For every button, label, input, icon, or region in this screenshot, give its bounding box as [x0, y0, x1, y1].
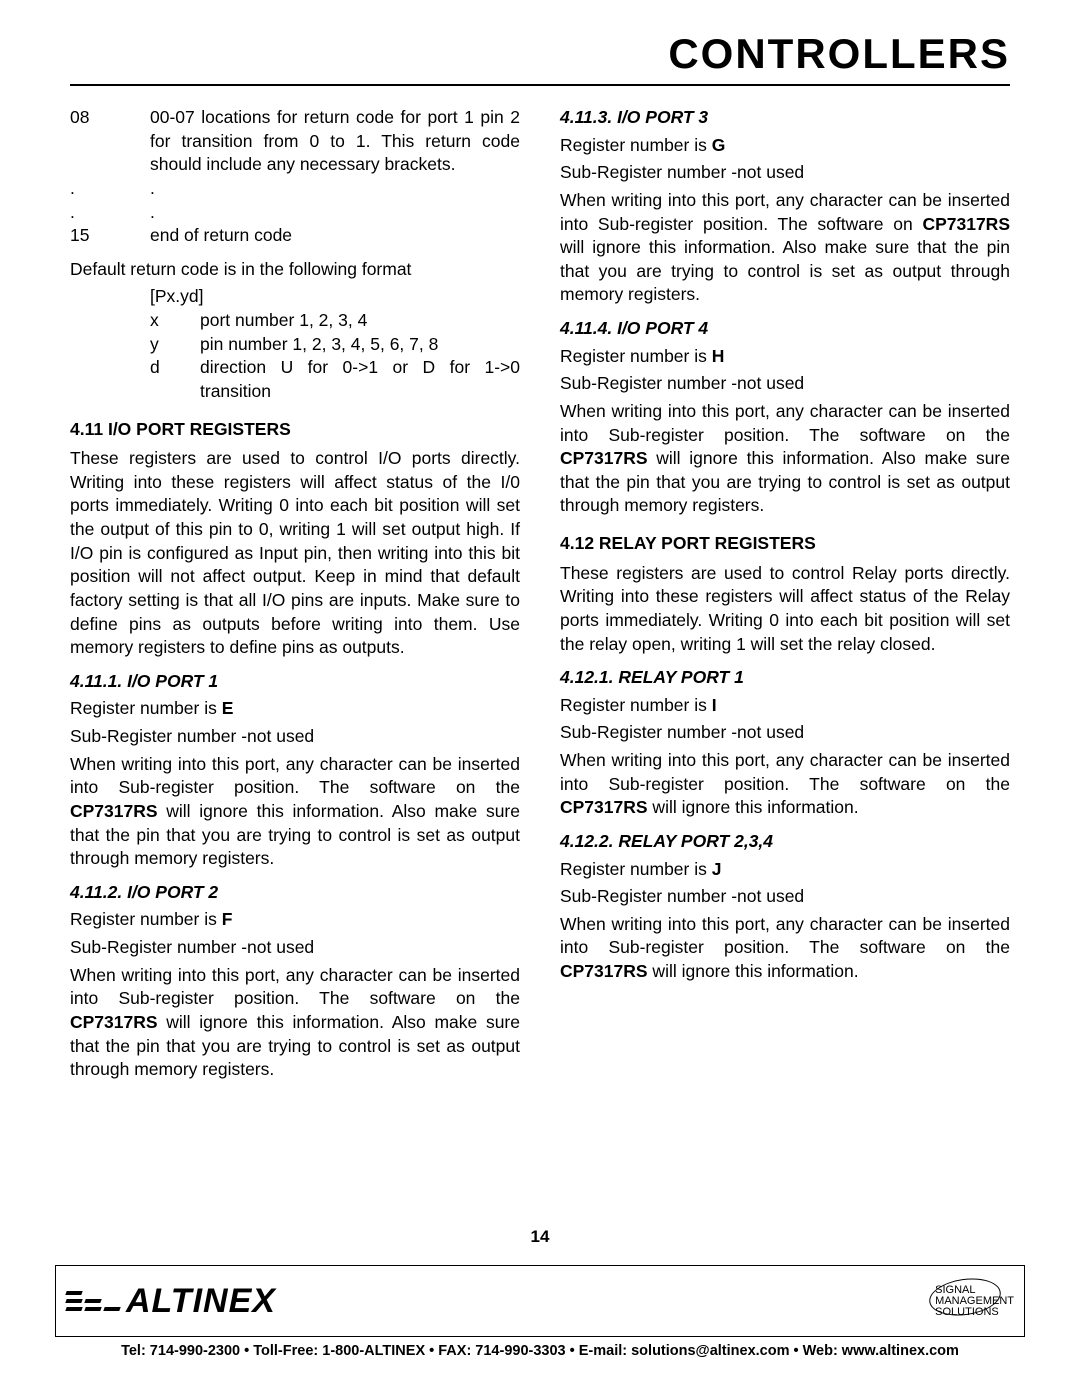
p4113c-bold: CP7317RS	[922, 214, 1010, 234]
p4122c-post: will ignore this information.	[648, 961, 859, 981]
p4113a-text: Register number is	[560, 135, 712, 155]
code-15-num: 15	[70, 224, 150, 248]
p4122c-bold: CP7317RS	[560, 961, 648, 981]
code-row-15: 15 end of return code	[70, 224, 520, 248]
fmt-y-txt: pin number 1, 2, 3, 4, 5, 6, 7, 8	[200, 333, 520, 357]
p4121c-pre: When writing into this port, any charact…	[560, 750, 1010, 794]
logo-bars-icon	[66, 1291, 126, 1311]
heading-4-12-2: 4.12.2. RELAY PORT 2,3,4	[560, 830, 1010, 854]
p4112a-bold: F	[222, 909, 233, 929]
left-column: 08 00-07 locations for return code for p…	[70, 106, 520, 1086]
p4112-reg: Register number is F	[70, 908, 520, 932]
p4122-reg: Register number is J	[560, 858, 1010, 882]
fmt-y: y pin number 1, 2, 3, 4, 5, 6, 7, 8	[70, 333, 520, 357]
p4114-body: When writing into this port, any charact…	[560, 400, 1010, 518]
altinex-logo: ALTINEX	[66, 1282, 276, 1321]
p4113a-bold: G	[712, 135, 726, 155]
heading-4-11-2: 4.11.2. I/O PORT 2	[70, 881, 520, 905]
dots-a2: .	[70, 201, 150, 225]
p4111a-bold: E	[222, 698, 234, 718]
logo-text: ALTINEX	[126, 1282, 276, 1321]
page: CONTROLLERS 08 00-07 locations for retur…	[0, 0, 1080, 1397]
p4114a-bold: H	[712, 346, 725, 366]
fmt-x-txt: port number 1, 2, 3, 4	[200, 309, 520, 333]
footer-box: ALTINEX SIGNAL MANAGEMENT SOLUTIONS	[55, 1265, 1025, 1337]
p4114c-bold: CP7317RS	[560, 448, 648, 468]
p4112a-text: Register number is	[70, 909, 222, 929]
p4121c-bold: CP7317RS	[560, 797, 648, 817]
code-15-text: end of return code	[150, 224, 520, 248]
p4122a-text: Register number is	[560, 859, 712, 879]
p4114c-pre: When writing into this port, any charact…	[560, 401, 1010, 445]
p4122a-bold: J	[712, 859, 722, 879]
p4111-body: When writing into this port, any charact…	[70, 753, 520, 871]
heading-4-11: 4.11 I/O PORT REGISTERS	[70, 418, 520, 442]
p4121a-bold: I	[712, 695, 717, 715]
right-column: 4.11.3. I/O PORT 3 Register number is G …	[560, 106, 1010, 1086]
fmt-y-lbl: y	[150, 333, 200, 357]
p4121-reg: Register number is I	[560, 694, 1010, 718]
page-header-title: CONTROLLERS	[70, 30, 1010, 78]
para-4-12: These registers are used to control Rela…	[560, 562, 1010, 657]
default-intro: Default return code is in the following …	[70, 258, 520, 282]
p4122-body: When writing into this port, any charact…	[560, 913, 1010, 984]
header-rule	[70, 84, 1010, 86]
p4111-subreg: Sub-Register number -not used	[70, 725, 520, 749]
p4114a-text: Register number is	[560, 346, 712, 366]
p4111-reg: Register number is E	[70, 697, 520, 721]
p4121c-post: will ignore this information.	[648, 797, 859, 817]
fmt-d-txt: direction U for 0->1 or D for 1->0 trans…	[200, 356, 520, 403]
p4111c-pre: When writing into this port, any charact…	[70, 754, 520, 798]
p4113c-post: will ignore this information. Also make …	[560, 237, 1010, 304]
heading-4-12-1: 4.12.1. RELAY PORT 1	[560, 666, 1010, 690]
p4111a-text: Register number is	[70, 698, 222, 718]
p4121-body: When writing into this port, any charact…	[560, 749, 1010, 820]
heading-4-11-3: 4.11.3. I/O PORT 3	[560, 106, 1010, 130]
para-4-11: These registers are used to control I/O …	[70, 447, 520, 660]
p4113-subreg: Sub-Register number -not used	[560, 161, 1010, 185]
code-08-text: 00-07 locations for return code for port…	[150, 106, 520, 177]
heading-4-11-1: 4.11.1. I/O PORT 1	[70, 670, 520, 694]
heading-4-11-4: 4.11.4. I/O PORT 4	[560, 317, 1010, 341]
p4121-subreg: Sub-Register number -not used	[560, 721, 1010, 745]
p4121a-text: Register number is	[560, 695, 712, 715]
p4113-reg: Register number is G	[560, 134, 1010, 158]
content-columns: 08 00-07 locations for return code for p…	[70, 106, 1010, 1086]
p4112c-pre: When writing into this port, any charact…	[70, 965, 520, 1009]
dots-row-1: . .	[70, 177, 520, 201]
signal-management-logo: SIGNAL MANAGEMENT SOLUTIONS	[935, 1285, 1014, 1318]
fmt-x-lbl: x	[150, 309, 200, 333]
dots-a: .	[70, 177, 150, 201]
p4114-reg: Register number is H	[560, 345, 1010, 369]
fmt-x: x port number 1, 2, 3, 4	[70, 309, 520, 333]
p4111c-bold: CP7317RS	[70, 801, 158, 821]
p4112-body: When writing into this port, any charact…	[70, 964, 520, 1082]
heading-4-12: 4.12 RELAY PORT REGISTERS	[560, 532, 1010, 556]
fmt-d: d direction U for 0->1 or D for 1->0 tra…	[70, 356, 520, 403]
p4122c-pre: When writing into this port, any charact…	[560, 914, 1010, 958]
p4122-subreg: Sub-Register number -not used	[560, 885, 1010, 909]
code-row-08: 08 00-07 locations for return code for p…	[70, 106, 520, 177]
dots-b: .	[150, 177, 520, 201]
page-number: 14	[0, 1227, 1080, 1247]
fmt-d-lbl: d	[150, 356, 200, 403]
dots-b2: .	[150, 201, 520, 225]
p4113-body: When writing into this port, any charact…	[560, 189, 1010, 307]
footer-contact: Tel: 714-990-2300 • Toll-Free: 1-800-ALT…	[55, 1343, 1025, 1359]
p4112c-bold: CP7317RS	[70, 1012, 158, 1032]
pxyd: [Px.yd]	[70, 285, 520, 309]
p4114-subreg: Sub-Register number -not used	[560, 372, 1010, 396]
p4112-subreg: Sub-Register number -not used	[70, 936, 520, 960]
dots-row-2: . .	[70, 201, 520, 225]
code-08-num: 08	[70, 106, 150, 177]
